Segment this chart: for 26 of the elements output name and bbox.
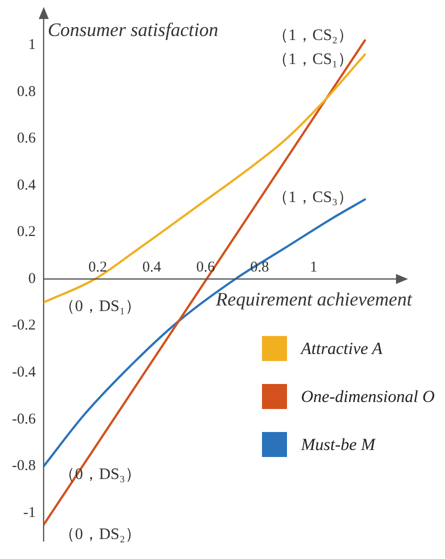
x-tick-label: 0.8 <box>250 259 270 276</box>
legend-label: One-dimensional O <box>301 386 435 406</box>
y-tick-label: 0.2 <box>16 224 36 240</box>
y-tick-label: -0.6 <box>12 411 36 428</box>
x-tick-label: 0.6 <box>196 259 216 276</box>
x-tick-label: 0.2 <box>88 259 108 276</box>
legend-label: Attractive A <box>301 338 382 358</box>
x-axis-title: Requirement achievement <box>214 290 413 310</box>
y-tick-label: -1 <box>23 504 36 521</box>
annotation: （1，CS₂） <box>272 27 354 44</box>
x-tick-label: 0.4 <box>142 259 162 276</box>
y-tick-label: -0.8 <box>12 458 36 474</box>
legend-label: Must-be M <box>301 434 376 454</box>
y-tick-label: -0.4 <box>12 364 36 381</box>
annotation: （0，DS₂） <box>58 526 142 544</box>
y-tick-label: 0 <box>28 270 36 287</box>
y-tick-label: 0.8 <box>16 84 36 100</box>
annotation: （1，CS₃） <box>272 189 354 206</box>
y-tick-label: 1 <box>28 37 36 54</box>
y-tick-label: 0.6 <box>16 130 36 147</box>
y-tick-label: 0.4 <box>16 177 36 194</box>
y-axis-title: Consumer satisfaction <box>48 20 218 41</box>
annotation: （0，DS₁） <box>58 298 142 316</box>
annotation: （1，CS₁） <box>272 51 354 68</box>
x-tick-label: 1 <box>310 259 318 276</box>
y-tick-label: -0.2 <box>12 318 36 334</box>
